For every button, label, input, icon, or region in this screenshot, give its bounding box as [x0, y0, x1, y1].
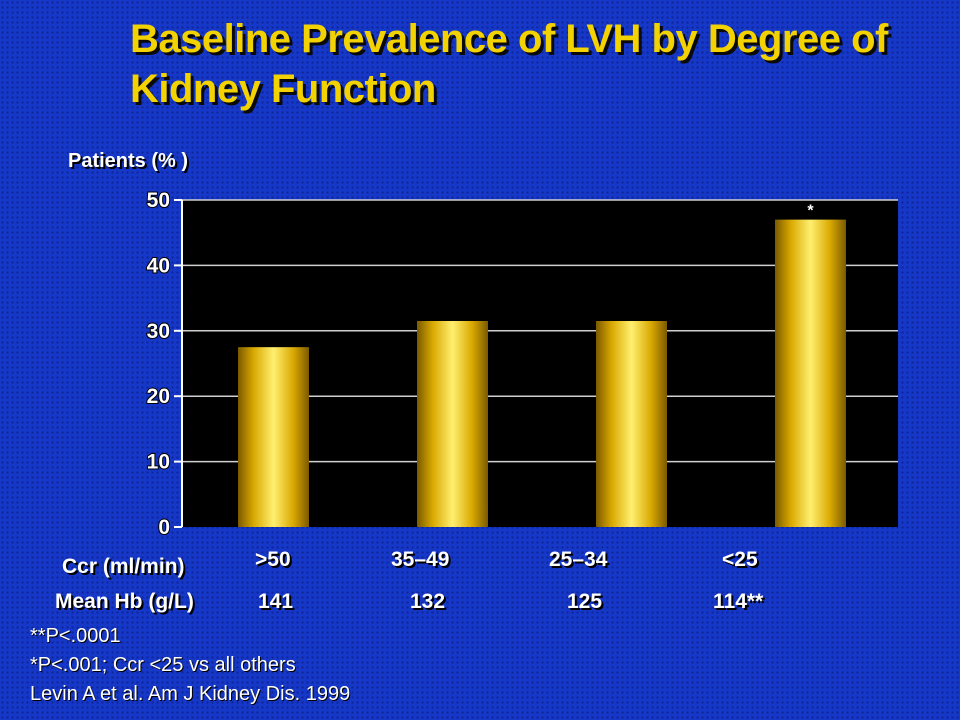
- y-tick-label: 0: [158, 516, 170, 539]
- footnote: *P<.001; Ccr <25 vs all others: [30, 654, 296, 676]
- footnote: **P<.0001: [30, 625, 121, 647]
- hb-row-label: Mean Hb (g/L): [55, 590, 194, 613]
- ccr-value: >50: [255, 548, 291, 571]
- bar: [775, 219, 846, 527]
- slide-title: Baseline Prevalence of LVH by Degree of …: [130, 17, 888, 111]
- hb-value: 141: [258, 590, 294, 613]
- y-tick-label: 20: [147, 385, 170, 408]
- footnote: Levin A et al. Am J Kidney Dis. 1999: [30, 683, 351, 705]
- hb-value: 114**: [713, 590, 764, 613]
- y-tick-label: 50: [147, 189, 170, 212]
- footnotes: **P<.0001 *P<.001; Ccr <25 vs all others…: [30, 622, 350, 709]
- ccr-value: 35–49: [391, 548, 450, 571]
- y-tick-label: 30: [147, 320, 170, 343]
- bar-annotation: *: [807, 203, 814, 220]
- y-tick-label: 10: [147, 451, 170, 474]
- hb-value: 125: [567, 590, 603, 613]
- bar: [238, 347, 309, 527]
- hb-value: 132: [410, 590, 446, 613]
- bar: [417, 320, 488, 527]
- y-axis-label: Patients (% ): [68, 150, 189, 172]
- ccr-value: 25–34: [549, 548, 608, 571]
- ccr-row-label: Ccr (ml/min): [62, 555, 185, 578]
- ccr-value: <25: [722, 548, 758, 571]
- bar: [596, 320, 667, 527]
- y-tick-label: 40: [147, 254, 170, 277]
